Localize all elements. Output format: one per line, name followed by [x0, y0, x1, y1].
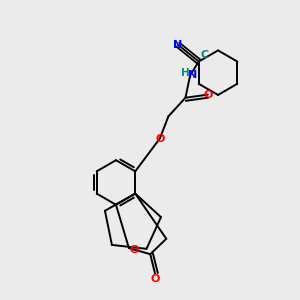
Text: N: N: [173, 40, 182, 50]
Text: O: O: [150, 274, 160, 284]
Text: O: O: [155, 134, 164, 144]
Text: C: C: [200, 50, 208, 60]
Text: N: N: [188, 70, 197, 80]
Text: H: H: [181, 68, 190, 78]
Text: O: O: [130, 244, 139, 255]
Text: O: O: [203, 90, 212, 100]
